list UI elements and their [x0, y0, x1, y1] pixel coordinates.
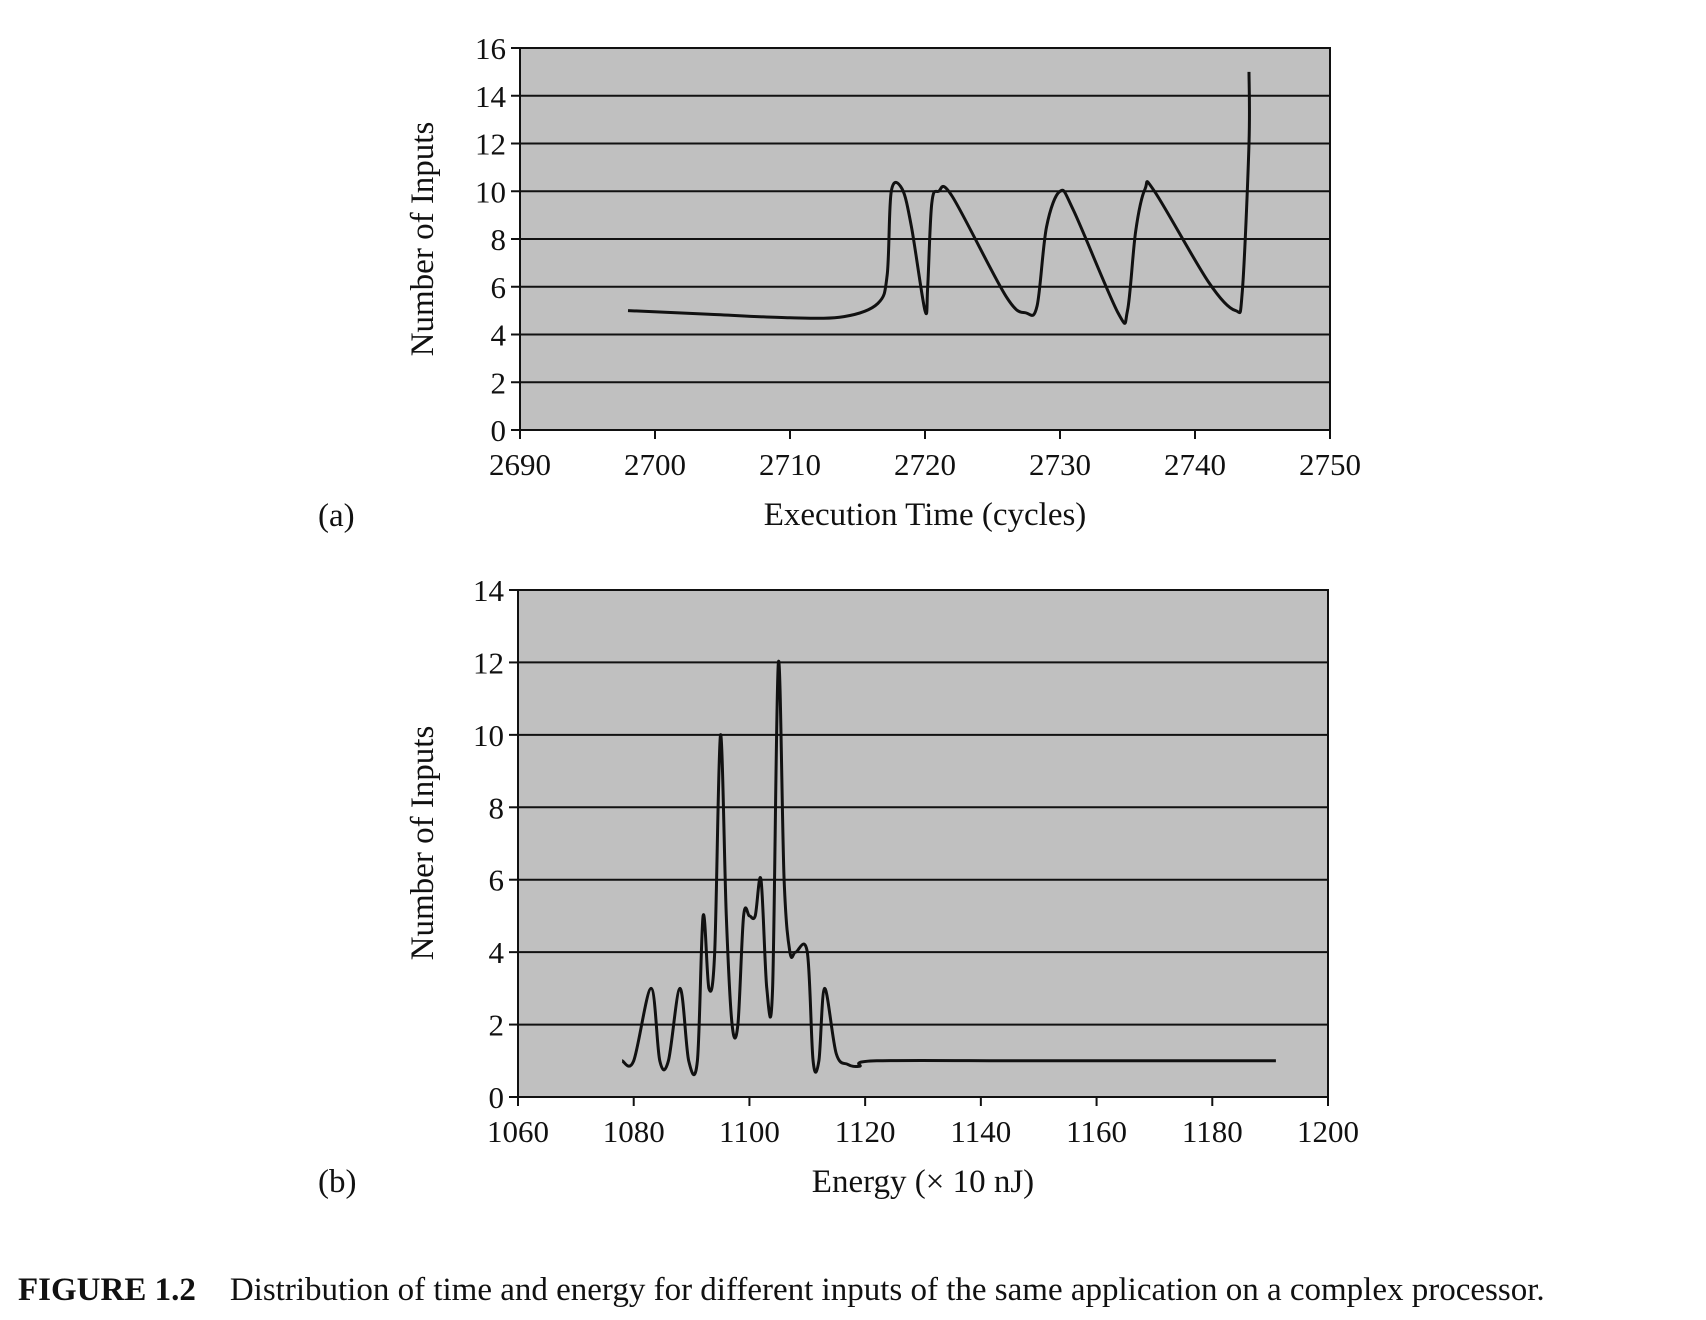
- panel-label-b: (b): [318, 1164, 357, 1200]
- y-tick-label: 2: [489, 1008, 505, 1043]
- x-tick-label: 1120: [835, 1114, 896, 1149]
- y-ticks-a: 0 2 4 6 8 10 12 14 16: [475, 31, 520, 448]
- y-axis-label-b: Number of Inputs: [405, 726, 441, 961]
- y-tick-label: 12: [475, 127, 506, 162]
- y-tick-label: 6: [491, 270, 507, 305]
- y-tick-label: 10: [475, 174, 506, 209]
- x-tick-label: 1100: [719, 1114, 780, 1149]
- x-tick-label: 2700: [624, 447, 686, 482]
- y-tick-label: 4: [489, 935, 505, 970]
- grid-lines-b: [518, 661, 1328, 1026]
- x-tick-label: 2690: [489, 447, 551, 482]
- grid-lines-a: [520, 94, 1330, 384]
- y-tick-label: 8: [491, 222, 507, 257]
- x-ticks-b: 1060 1080 1100 1120 1140 1160 1180 1200: [487, 1097, 1359, 1149]
- x-tick-label: 1180: [1182, 1114, 1243, 1149]
- x-ticks-a: 2690 2700 2710 2720 2730 2740 2750: [489, 430, 1361, 482]
- x-tick-label: 1160: [1066, 1114, 1127, 1149]
- x-tick-label: 2710: [759, 447, 821, 482]
- y-tick-label: 12: [473, 645, 504, 680]
- y-tick-label: 0: [491, 413, 507, 448]
- x-tick-label: 1080: [603, 1114, 665, 1149]
- series-line-a: [627, 71, 1251, 325]
- y-axis-label-a: Number of Inputs: [405, 122, 441, 357]
- y-tick-label: 2: [491, 365, 507, 400]
- x-tick-label: 2720: [894, 447, 956, 482]
- y-ticks-b: 0 2 4 6 8 10 12 14: [473, 573, 518, 1115]
- figure-caption: FIGURE 1.2 Distribution of time and energ…: [18, 1272, 1545, 1309]
- x-tick-label: 2750: [1299, 447, 1361, 482]
- y-tick-label: 0: [489, 1080, 505, 1115]
- chart-a: 0 2 4 6 8 10 12 14 16 2690 2700 2710 2720 2730 2740 27…: [405, 31, 1361, 533]
- y-tick-label: 6: [489, 863, 505, 898]
- y-tick-label: 10: [473, 718, 504, 753]
- x-axis-label-b: Energy (× 10 nJ): [812, 1164, 1034, 1200]
- chart-b: 0 2 4 6 8 10 12 14 1060 1080 1100 1120 1140 1160 1180…: [405, 573, 1359, 1200]
- plot-area-b: [517, 589, 1329, 1098]
- y-tick-label: 14: [475, 79, 507, 114]
- x-tick-label: 2740: [1164, 447, 1226, 482]
- x-axis-label-a: Execution Time (cycles): [764, 497, 1087, 533]
- x-tick-label: 2730: [1029, 447, 1091, 482]
- y-tick-label: 16: [475, 31, 506, 66]
- figure-caption-text: Distribution of time and energy for diff…: [229, 1272, 1545, 1308]
- y-tick-label: 14: [473, 573, 505, 608]
- y-tick-label: 4: [491, 318, 507, 353]
- y-tick-label: 8: [489, 790, 505, 825]
- series-line-b: [621, 659, 1276, 1077]
- panel-label-a: (a): [318, 498, 355, 534]
- x-tick-label: 1140: [950, 1114, 1011, 1149]
- figure-number: FIGURE 1.2: [18, 1272, 196, 1308]
- x-tick-label: 1060: [487, 1114, 549, 1149]
- x-tick-label: 1200: [1297, 1114, 1359, 1149]
